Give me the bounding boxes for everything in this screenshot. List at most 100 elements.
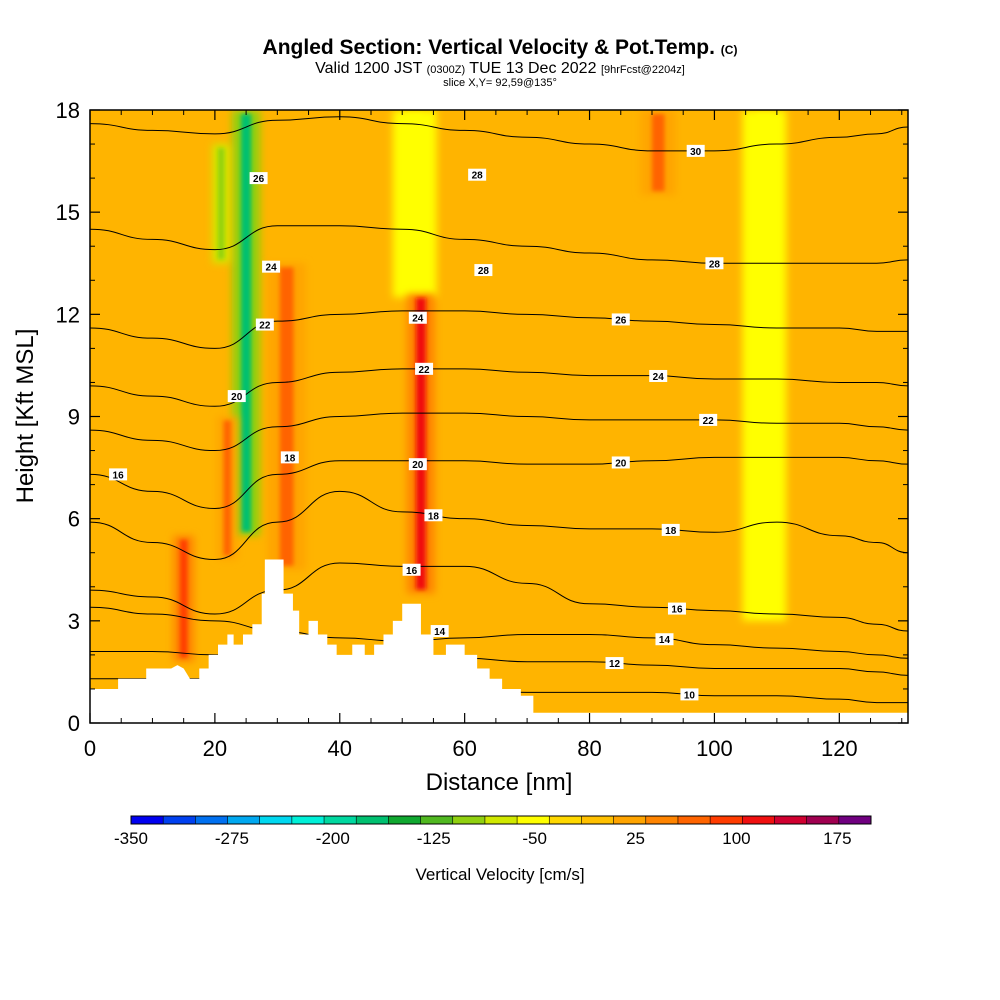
theta-label-extra-1-text: 24 [266,263,278,274]
theta-label-26: 26 [611,313,630,326]
colorbar: -350 -275 -200 -125 -50 25 100 175 [114,815,872,848]
theta-contour-30 [90,116,908,152]
colorbar-swatch [742,816,775,824]
theta-label-22-text: 22 [703,416,715,427]
theta-contour-22 [90,412,908,452]
y-tick-label: 3 [68,609,80,634]
updraft-core-8 [651,114,665,192]
theta-label-extra-3-bg [227,390,246,403]
theta-label-10: 10 [680,688,699,701]
colorbar-title: Vertical Velocity [cm/s] [415,865,584,884]
theta-label-extra-8-bg [408,458,427,471]
theta-label-extra-10: 16 [402,563,421,577]
y-tick-label: 6 [68,507,80,532]
valid-date: TUE 13 Dec 2022 [469,60,597,77]
theta-label-extra-11-bg [430,625,449,638]
theta-label-extra-8-text: 20 [412,460,424,471]
colorbar-swatch [613,816,647,824]
colorbar-swatch [645,816,679,824]
colorbar-swatch [195,816,229,824]
y-tick-label: 15 [56,200,80,225]
chart-subtitle: Valid 1200 JST (0300Z) TUE 13 Dec 2022 [… [0,60,1000,78]
x-tick-label: 80 [577,736,601,761]
valid-utc: (0300Z) [426,64,466,76]
colorbar-swatch [291,816,325,824]
x-tick-label: 60 [452,736,476,761]
theta-label-extra-13-text: 28 [478,266,490,277]
terrain [90,559,908,723]
theta-label-12-bg [605,657,624,670]
theta-label-extra-2-text: 22 [259,321,271,332]
y-tick-label: 18 [56,98,80,123]
theta-label-extra-0-text: 26 [253,174,265,185]
theta-label-extra-5-text: 18 [284,453,296,464]
y-tick-label: 12 [56,302,80,327]
theta-label-24-bg [649,369,668,382]
theta-label-extra-7-text: 22 [419,365,431,376]
colorbar-tick-label: -125 [417,829,451,848]
colorbar-swatch [838,816,872,824]
theta-label-extra-11-text: 14 [434,627,446,638]
theta-label-extra-0-bg [249,172,268,185]
theta-label-extra-12: 28 [468,168,487,182]
theta-label-extra-9-bg [424,509,443,522]
velocity-field [173,110,787,662]
colorbar-swatch [484,816,518,824]
valid-time: Valid 1200 JST [315,60,423,77]
colorbar-tick-label: -50 [522,829,547,848]
theta-label-extra-5-bg [280,451,299,464]
colorbar-swatch [677,816,711,824]
theta-contour-14 [90,606,908,659]
x-tick-label: 20 [203,736,227,761]
downdraft-core-3 [756,114,773,617]
theta-label-extra-12-text: 28 [472,171,484,182]
colorbar-tick-label: 175 [823,829,851,848]
theta-label-extra-6-text: 24 [412,314,424,325]
theta-label-16: 16 [667,602,686,616]
theta-label-24-text: 24 [653,372,665,383]
theta-label-extra-3: 20 [227,390,246,403]
colorbar-swatch [806,816,840,824]
colorbar-frame [130,815,872,825]
y-axis-title: Height [Kft MSL] [12,329,39,504]
theta-label-10-bg [680,688,699,701]
theta-label-24: 24 [649,369,668,383]
theta-label-extra-12-bg [468,168,487,181]
theta-label-extra-7-bg [415,362,434,375]
theta-label-extra-10-bg [402,563,421,576]
theta-contour-24 [90,368,908,407]
theta-label-extra-10-text: 16 [406,566,418,577]
theta-label-extra-7: 22 [415,362,434,376]
theta-label-10-text: 10 [684,690,696,701]
colorbar-tick-label: -275 [215,829,249,848]
axes: 0 20 40 60 80 100 120 0 3 6 9 12 15 18 [56,98,908,761]
theta-label-28-bg [705,257,724,270]
theta-label-26-text: 26 [615,315,627,326]
colorbar-swatch [356,816,389,824]
theta-label-extra-4: 16 [109,468,128,481]
theta-label-22: 22 [699,413,718,427]
colorbar-swatch [388,816,422,824]
theta-label-20-bg [611,456,630,469]
theta-label-16-text: 16 [671,605,683,616]
colorbar-swatch [549,816,582,824]
theta-label-30-text: 30 [690,147,702,158]
theta-label-extra-0: 26 [249,172,268,185]
x-tick-label: 0 [84,736,96,761]
colorbar-swatch [324,816,357,824]
theta-label-14-bg [655,633,674,646]
theta-label-12: 12 [605,657,624,670]
y-tick-label: 0 [68,711,80,736]
theta-label-extra-9-text: 18 [428,511,440,522]
theta-label-extra-13-bg [474,264,493,277]
theta-label-14-text: 14 [659,635,671,646]
contour-labels: 10 12 14 16 18 20 22 24 26 28 30 26 24 22 20 16 18 24 22 20… [109,144,724,701]
theta-label-14: 14 [655,633,674,646]
updraft-core-6 [279,267,294,566]
colorbar-tick-label: 100 [722,829,750,848]
colorbar-swatch [227,816,261,824]
colorbar-swatch [517,816,550,824]
colorbar-tick-label: -350 [114,829,148,848]
theta-contour-26 [90,310,908,349]
theta-label-extra-9: 18 [424,509,443,522]
